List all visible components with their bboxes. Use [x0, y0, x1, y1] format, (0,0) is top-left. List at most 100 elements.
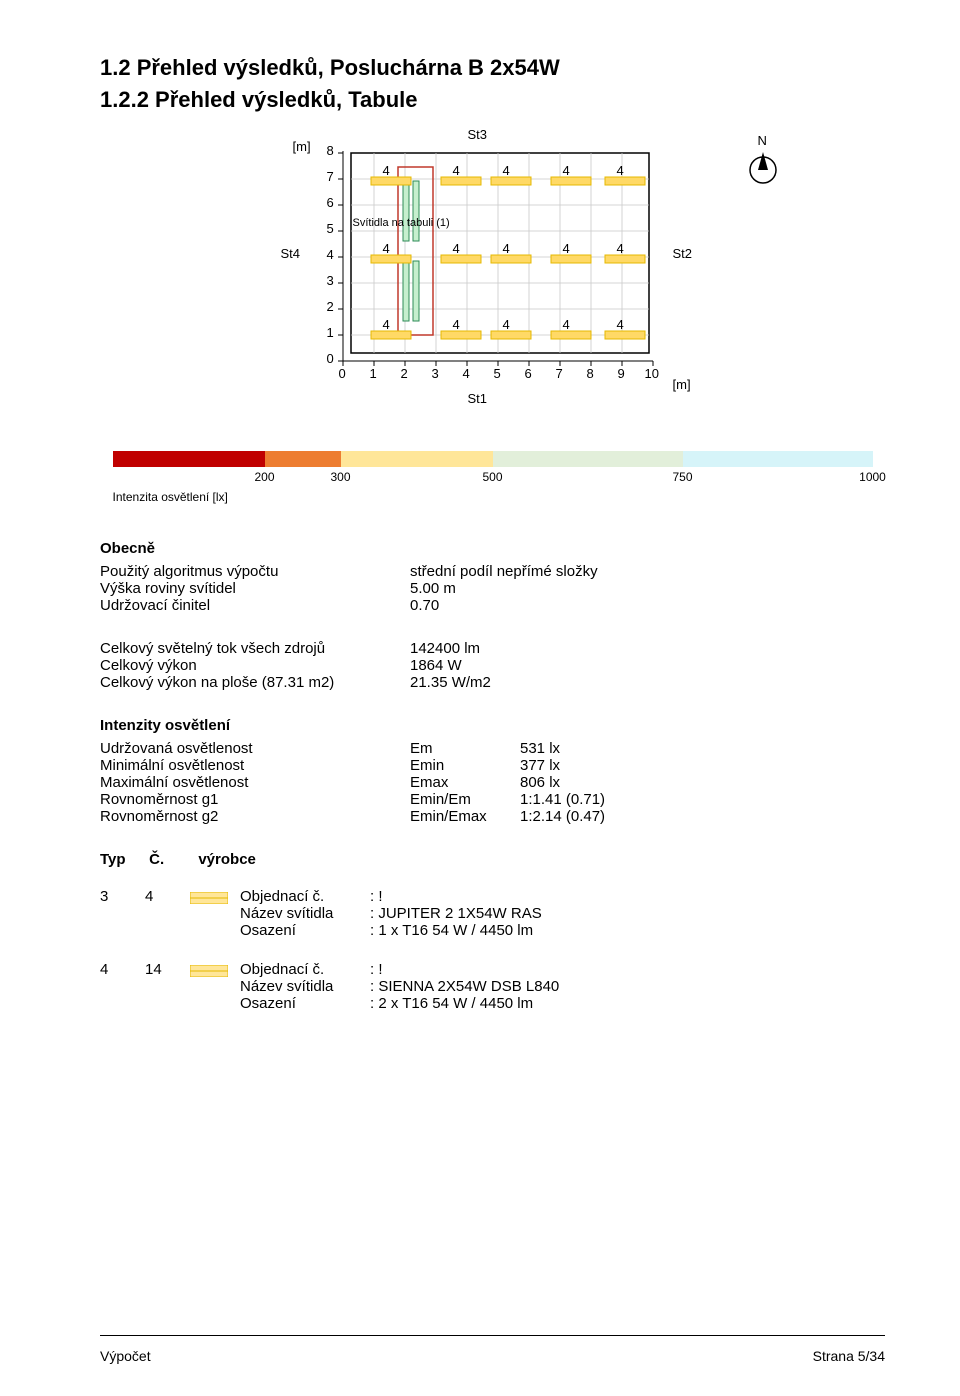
legend-tick: 200 [254, 470, 274, 484]
legend-tick: 300 [330, 470, 350, 484]
fixture-type: 3 [100, 888, 145, 939]
st3-label: St3 [468, 127, 488, 142]
intenzity-sym: Em [410, 740, 520, 757]
legend-segment [265, 451, 341, 467]
fixture-icon [190, 888, 240, 927]
intenzity-val: 377 lx [520, 757, 560, 774]
obecne-r1v: střední podíl nepřímé složky [410, 563, 598, 580]
fixture-key: Název svítidla [240, 905, 370, 922]
totals-r3v: 21.35 W/m2 [410, 674, 491, 691]
marker: 4 [453, 317, 460, 332]
compass-icon: N [743, 146, 783, 186]
fixture-val: : 1 x T16 54 W / 4450 lm [370, 922, 533, 939]
th-vyrobce: výrobce [198, 851, 256, 868]
th-typ: Typ [100, 851, 145, 868]
legend-segment [341, 451, 493, 467]
color-legend: 2003005007501000 Intenzita osvětlení [lx… [113, 451, 873, 504]
legend-tick: 750 [672, 470, 692, 484]
fixture-body: Objednací č.: !Název svítidla: SIENNA 2X… [240, 961, 559, 1012]
xtick: 0 [339, 366, 346, 381]
ytick: 3 [327, 273, 334, 288]
xtick: 5 [494, 366, 501, 381]
totals-r1k: Celkový světelný tok všech zdrojů [100, 640, 410, 657]
legend-segment [683, 451, 873, 467]
obecne-r2k: Výška roviny svítidel [100, 580, 410, 597]
totals-block: Celkový světelný tok všech zdrojů142400 … [100, 640, 885, 691]
xtick: 9 [618, 366, 625, 381]
intenzity-row: Rovnoměrnost g1Emin/Em1:1.41 (0.71) [100, 791, 885, 808]
fixture-key: Osazení [240, 995, 370, 1012]
xtick: 2 [401, 366, 408, 381]
intenzity-row: Udržovaná osvětlenostEm531 lx [100, 740, 885, 757]
st1-label: St1 [468, 391, 488, 406]
xtick: 10 [645, 366, 659, 381]
obecne-r2v: 5.00 m [410, 580, 456, 597]
marker: 4 [617, 163, 624, 178]
ytick: 1 [327, 325, 334, 340]
fixture-row: 34 Objednací č.: !Název svítidla: JUPITER… [100, 888, 885, 939]
compass-n: N [758, 133, 767, 148]
page-footer: Výpočet Strana 5/34 [100, 1348, 885, 1364]
legend-segment [493, 451, 683, 467]
intenzity-val: 1:1.41 (0.71) [520, 791, 605, 808]
obecne-r3k: Udržovací činitel [100, 597, 410, 614]
obecne-r3v: 0.70 [410, 597, 439, 614]
fixtures-list: 34Objednací č.: !Název svítidla: JUPITER… [100, 888, 885, 1012]
fixture-body: Objednací č.: !Název svítidla: JUPITER 2… [240, 888, 542, 939]
ytick: 8 [327, 143, 334, 158]
obecne-r1k: Použitý algoritmus výpočtu [100, 563, 410, 580]
marker: 4 [563, 317, 570, 332]
ytick: 6 [327, 195, 334, 210]
st2-label: St2 [673, 246, 693, 261]
intenzity-key: Rovnoměrnost g1 [100, 791, 410, 808]
marker: 4 [383, 317, 390, 332]
y-unit: [m] [293, 139, 311, 154]
marker: 4 [563, 241, 570, 256]
ytick: 5 [327, 221, 334, 236]
intenzity-sym: Emin/Emax [410, 808, 520, 825]
intenzity-key: Maximální osvětlenost [100, 774, 410, 791]
legend-tick: 500 [482, 470, 502, 484]
fixture-key: Osazení [240, 922, 370, 939]
totals-r3k: Celkový výkon na ploše (87.31 m2) [100, 674, 410, 691]
footer-left: Výpočet [100, 1348, 151, 1364]
marker: 4 [617, 317, 624, 332]
floorplan: [m] St3 St4 St2 St1 [m] N [243, 141, 743, 401]
xtick: 8 [587, 366, 594, 381]
intenzity-key: Rovnoměrnost g2 [100, 808, 410, 825]
marker: 4 [503, 163, 510, 178]
marker: 4 [453, 163, 460, 178]
th-c: Č. [149, 851, 194, 868]
type-header: Typ Č. výrobce [100, 851, 885, 868]
fixture-row: 414Objednací č.: !Název svítidla: SIENNA… [100, 961, 885, 1012]
intenzity-val: 1:2.14 (0.47) [520, 808, 605, 825]
fixture-icon [190, 961, 240, 1000]
intenzity-sym: Emin/Em [410, 791, 520, 808]
fixture-val: : ! [370, 961, 383, 978]
footer-separator [100, 1335, 885, 1336]
xtick: 7 [556, 366, 563, 381]
footer-right: Strana 5/34 [813, 1348, 885, 1364]
intenzity-key: Minimální osvětlenost [100, 757, 410, 774]
fixture-val: : SIENNA 2X54W DSB L840 [370, 978, 559, 995]
ytick: 4 [327, 247, 334, 262]
totals-r2v: 1864 W [410, 657, 462, 674]
intenzity-key: Udržovaná osvětlenost [100, 740, 410, 757]
intenzity-val: 531 lx [520, 740, 560, 757]
x-unit: [m] [673, 377, 691, 392]
marker: 4 [383, 241, 390, 256]
st4-label: St4 [281, 246, 301, 261]
xtick: 1 [370, 366, 377, 381]
fixture-val: : 2 x T16 54 W / 4450 lm [370, 995, 533, 1012]
fixture-key: Objednací č. [240, 961, 370, 978]
floorplan-chart: Svítidla na tabuli (1) 0 1 2 3 4 5 6 7 8… [323, 141, 663, 381]
obecne-title: Obecně [100, 540, 885, 557]
intenzity-row: Minimální osvětlenostEmin377 lx [100, 757, 885, 774]
fixture-count: 4 [145, 888, 190, 939]
intenzity-block: Intenzity osvětlení Udržovaná osvětlenos… [100, 717, 885, 825]
intenzity-title: Intenzity osvětlení [100, 717, 885, 734]
totals-r2k: Celkový výkon [100, 657, 410, 674]
marker: 4 [383, 163, 390, 178]
fixture-val: : JUPITER 2 1X54W RAS [370, 905, 542, 922]
marker: 4 [453, 241, 460, 256]
